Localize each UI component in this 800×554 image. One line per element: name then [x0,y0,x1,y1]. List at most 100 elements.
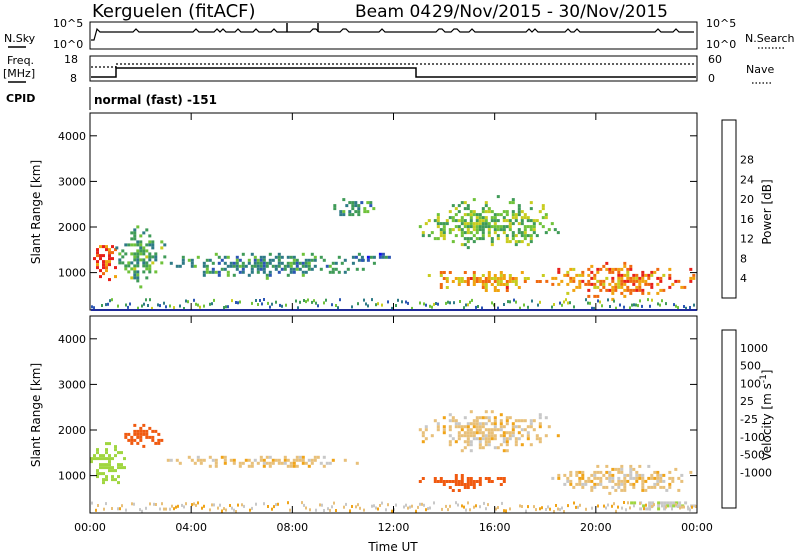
heatmap-cell [469,225,473,229]
heatmap-cell [555,504,557,507]
heatmap-cell [535,219,539,223]
heatmap-cell [96,448,99,452]
heatmap-cell [593,294,597,298]
heatmap-cell [96,472,99,476]
heatmap-cell [331,270,335,274]
heatmap-cell [572,288,576,292]
heatmap-cell [295,261,299,265]
heatmap-cell [163,301,165,305]
heatmap-cell [496,213,500,217]
heatmap-cell [668,273,672,277]
heatmap-cell [301,261,305,265]
heatmap-cell [322,258,326,262]
heatmap-cell [442,234,446,238]
heatmap-cell [292,255,296,259]
heatmap-cell [578,470,582,474]
heatmap-cell [220,455,224,459]
heatmap-cell [425,508,427,512]
heatmap-cell [514,234,518,238]
heatmap-cell [607,503,609,507]
heatmap-cell [111,257,114,261]
heatmap-cell [160,246,164,250]
heatmap-cell [608,282,612,286]
heatmap-cell [151,246,155,250]
heatmap-cell [351,305,353,309]
velocity-ylabel: Slant Range [km] [29,363,43,467]
heatmap-cell [165,305,167,309]
heatmap-cell [508,222,512,226]
heatmap-cell [578,279,582,283]
heatmap-cell [427,507,429,511]
heatmap-cell [508,437,512,441]
heatmap-cell [629,279,633,283]
heatmap-cell [203,504,205,508]
nave-tick-bottom: 0 [708,72,715,85]
heatmap-cell [563,473,567,477]
heatmap-cell [644,279,648,283]
heatmap-cell [493,446,497,450]
freq-label: Freq. [7,54,34,67]
heatmap-cell [641,476,645,480]
heatmap-cell [587,294,591,298]
heatmap-cell [493,437,497,441]
heatmap-cell [307,458,311,462]
heatmap-cell [490,225,494,229]
heatmap-cell [599,267,603,271]
heatmap-cell [442,271,446,274]
heatmap-cell [424,425,428,429]
heatmap-cell [490,237,494,241]
heatmap-cell [481,280,485,283]
heatmap-cell [505,440,509,444]
heatmap-cell [436,225,440,229]
heatmap-cell [508,228,512,232]
heatmap-cell [665,488,669,492]
heatmap-cell [111,245,114,249]
heatmap-cell [537,303,539,307]
heatmap-cell [617,273,621,277]
heatmap-cell [256,461,260,465]
heatmap-cell [448,480,452,483]
heatmap-cell [96,260,99,264]
heatmap-cell [268,273,272,277]
heatmap-cell [301,458,305,462]
heatmap-cell [511,277,515,280]
heatmap-cell [232,273,236,277]
heatmap-cell [231,299,233,303]
heatmap-cell [96,251,99,255]
heatmap-cell [283,458,287,462]
heatmap-cell [366,210,370,214]
heatmap-cell [611,285,615,289]
heatmap-cell [130,261,134,265]
heatmap-cell [451,204,455,208]
heatmap-cell [620,488,624,492]
heatmap-cell [629,291,633,295]
heatmap-cell [262,458,266,462]
heatmap-cell [689,508,691,512]
heatmap-cell [623,264,627,268]
heatmap-cell [651,501,655,505]
heatmap-cell [547,505,549,509]
heatmap-cell [490,283,494,286]
heatmap-cell [649,304,651,308]
heatmap-cell [139,246,143,250]
heatmap-cell [449,301,451,305]
heatmap-cell [475,504,477,508]
heatmap-cell [154,270,158,274]
heatmap-cell [526,219,530,223]
heatmap-cell [401,300,403,304]
heatmap-cell [532,225,536,229]
heatmap-cell [475,480,479,483]
heatmap-cell [478,425,482,429]
heatmap-cell [460,280,464,283]
heatmap-cell [478,225,482,229]
heatmap-cell [505,443,509,447]
heatmap-cell [535,280,539,283]
heatmap-cell [348,210,352,214]
heatmap-cell [547,228,551,232]
heatmap-cell [478,431,482,435]
velocity-heatmap [90,410,697,513]
heatmap-cell [145,261,149,265]
heatmap-cell [439,477,443,480]
heatmap-cell [505,286,509,289]
heatmap-cell [124,435,128,439]
